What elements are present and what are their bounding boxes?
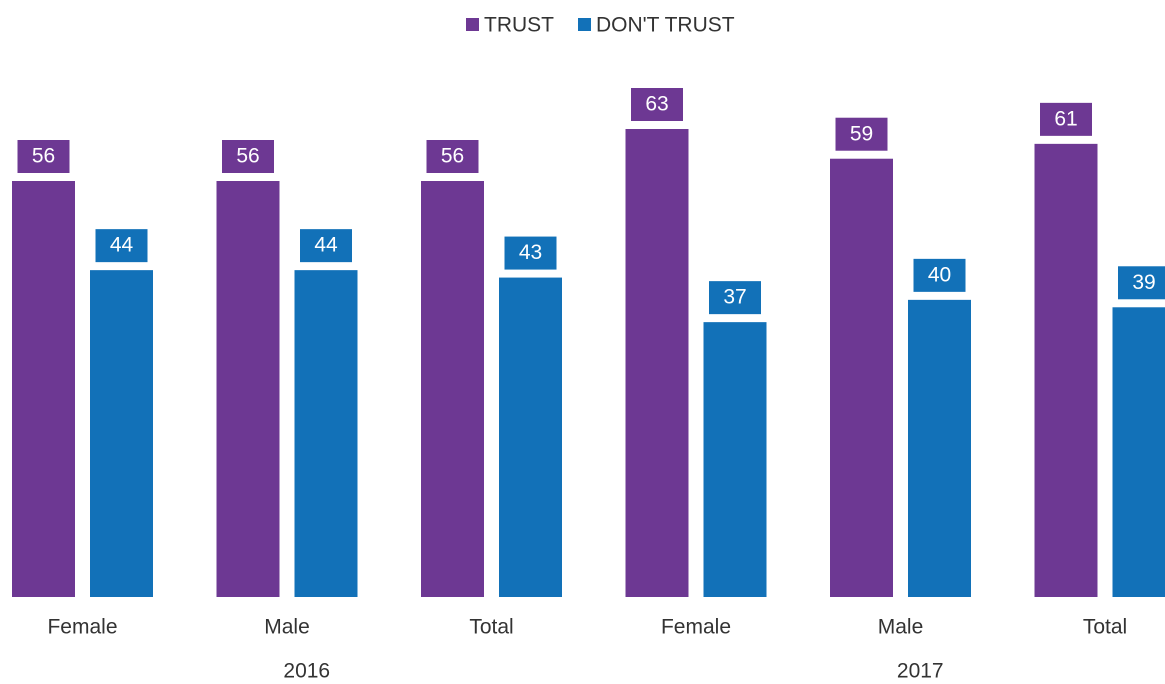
bar xyxy=(421,181,484,597)
group-label: 2016 xyxy=(283,660,330,683)
value-label: 44 xyxy=(110,234,134,257)
legend-swatch xyxy=(578,18,591,31)
value-label: 37 xyxy=(723,286,746,309)
value-label: 44 xyxy=(314,234,338,257)
bar xyxy=(625,129,689,597)
value-label-box xyxy=(504,236,557,270)
value-label-box xyxy=(300,229,352,263)
bar xyxy=(1034,143,1098,597)
value-label: 56 xyxy=(441,145,464,168)
bar xyxy=(1112,307,1165,597)
value-label-box xyxy=(426,140,479,173)
legend-label: DON'T TRUST xyxy=(596,14,735,37)
legend-swatch xyxy=(466,18,479,31)
value-label: 59 xyxy=(850,122,873,145)
x-tick-label: Female xyxy=(47,616,117,639)
x-tick-label: Male xyxy=(264,616,310,639)
value-label-box xyxy=(95,229,148,263)
bar xyxy=(90,270,153,597)
value-label: 61 xyxy=(1054,107,1077,130)
bar xyxy=(216,181,280,597)
value-label-box xyxy=(1040,102,1092,136)
value-label: 43 xyxy=(519,241,542,264)
x-tick-label: Male xyxy=(878,616,924,639)
value-label: 63 xyxy=(645,93,668,116)
value-label-box xyxy=(835,117,888,151)
x-tick-label: Total xyxy=(469,616,513,639)
bar xyxy=(294,270,358,597)
value-label-box xyxy=(709,281,761,315)
value-label-box xyxy=(913,258,966,292)
bar xyxy=(703,322,767,597)
legend-label: TRUST xyxy=(484,14,554,37)
value-label: 56 xyxy=(236,145,259,168)
bar xyxy=(12,181,75,597)
x-tick-label: Total xyxy=(1083,616,1127,639)
bar xyxy=(908,299,971,597)
value-label-box xyxy=(222,140,274,173)
bar xyxy=(499,277,562,597)
x-tick-label: Female xyxy=(661,616,731,639)
value-label: 39 xyxy=(1132,271,1155,294)
value-label-box xyxy=(17,140,70,173)
value-label-box xyxy=(1118,266,1165,300)
bar xyxy=(830,158,893,597)
value-label-box xyxy=(631,88,683,121)
group-label: 2017 xyxy=(897,660,944,683)
value-label: 40 xyxy=(928,263,951,286)
value-label: 56 xyxy=(32,145,55,168)
